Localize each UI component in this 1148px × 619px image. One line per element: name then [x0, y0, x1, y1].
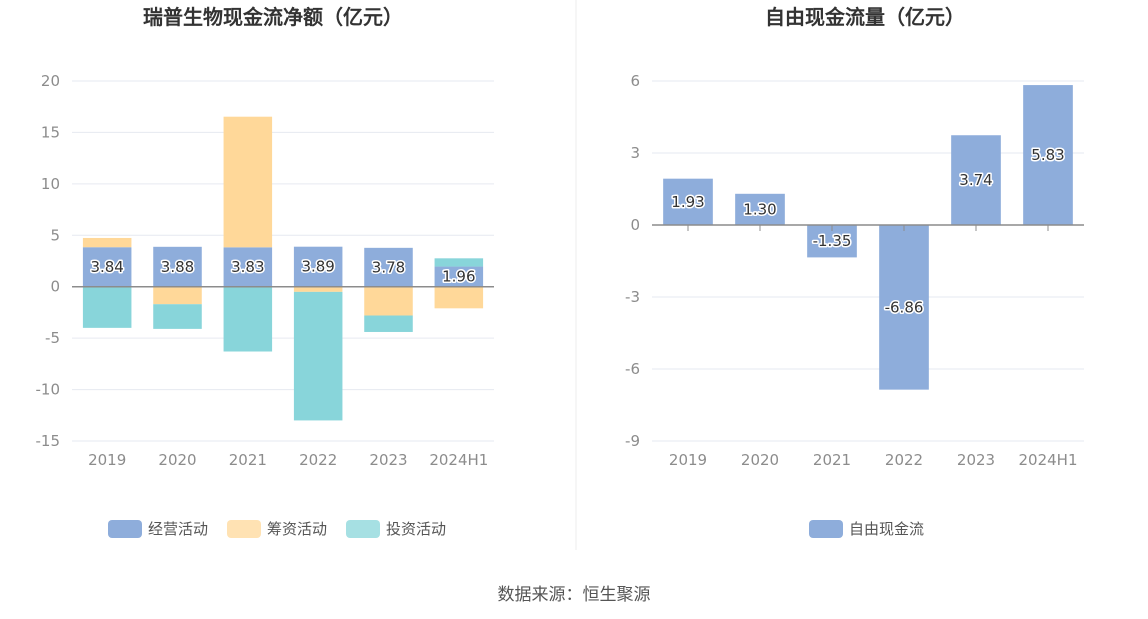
y-tick-label: 6 — [630, 72, 640, 90]
y-tick-label: 3 — [630, 144, 640, 162]
data-label: -1.35 — [813, 232, 852, 250]
y-tick-label: 0 — [50, 278, 60, 296]
bar — [951, 135, 1001, 225]
data-label: 3.74 — [959, 171, 992, 189]
chart-1: 瑞普生物现金流净额（亿元） 20 15 10 5 0 -5 -10 -15 2019 2020 202… — [36, 5, 494, 538]
bar — [293, 286, 343, 292]
data-source: 数据来源：恒生聚源 — [497, 585, 651, 605]
bar — [223, 247, 273, 287]
bar — [434, 286, 484, 309]
legend-swatch — [809, 520, 843, 538]
legend-swatch — [227, 520, 261, 538]
data-label: 1.93 — [671, 193, 704, 211]
data-label: 1.30 — [743, 200, 776, 218]
y-tick-label: -15 — [36, 432, 61, 450]
bar — [223, 286, 273, 352]
x-tick-label: 2023 — [369, 451, 407, 469]
bar — [223, 116, 273, 248]
x-tick-label: 2020 — [158, 451, 196, 469]
legend-label: 筹资活动 — [267, 520, 327, 538]
legend-label: 经营活动 — [148, 520, 208, 538]
bar — [1023, 85, 1073, 225]
data-label: 3.83 — [231, 258, 264, 276]
y-tick-label: -3 — [625, 288, 640, 306]
bar — [434, 258, 484, 267]
legend-swatch — [346, 520, 380, 538]
chart-2: 自由现金流量（亿元） 6 3 0 -3 -6 -9 2019 2020 2021 2022 2023 2… — [625, 5, 1084, 538]
bar — [293, 246, 343, 287]
x-tick-label: 2019 — [669, 451, 707, 469]
legend-swatch — [108, 520, 142, 538]
data-label: 3.89 — [301, 258, 334, 276]
legend-label: 投资活动 — [386, 520, 446, 538]
bar — [364, 247, 413, 287]
x-tick-label: 2019 — [88, 451, 126, 469]
x-tick-label: 2020 — [741, 451, 779, 469]
data-label: 3.88 — [161, 258, 194, 276]
x-tick-label: 2021 — [813, 451, 851, 469]
bar — [364, 315, 413, 332]
data-label: 5.83 — [1031, 146, 1064, 164]
bar — [735, 193, 785, 225]
y-tick-label: 20 — [41, 72, 60, 90]
data-label: 1.96 — [442, 268, 475, 286]
y-tick-label: -9 — [625, 432, 640, 450]
y-tick-label: -10 — [36, 381, 61, 399]
bar — [82, 237, 132, 248]
x-tick-label: 2023 — [957, 451, 995, 469]
bar — [879, 225, 929, 390]
bar — [153, 304, 202, 329]
bar — [293, 291, 343, 421]
data-label: 3.78 — [372, 258, 405, 276]
x-tick-label: 2022 — [299, 451, 337, 469]
bar — [82, 286, 132, 328]
y-tick-label: 0 — [630, 216, 640, 234]
y-tick-label: -5 — [45, 329, 60, 347]
y-tick-label: 10 — [41, 175, 60, 193]
bar — [82, 247, 132, 287]
bar — [153, 246, 202, 287]
x-tick-label: 2024H1 — [429, 451, 488, 469]
bar — [663, 178, 713, 225]
data-label: -6.86 — [885, 298, 924, 316]
x-tick-label: 2022 — [885, 451, 923, 469]
legend-label: 自由现金流 — [849, 520, 924, 538]
x-tick-label: 2024H1 — [1019, 451, 1078, 469]
y-tick-label: -6 — [625, 360, 640, 378]
bar — [434, 266, 484, 287]
x-tick-label: 2021 — [229, 451, 267, 469]
y-tick-label: 15 — [41, 123, 60, 141]
y-tick-label: 5 — [50, 226, 60, 244]
bar — [364, 286, 413, 316]
chart-title: 瑞普生物现金流净额（亿元） — [143, 5, 403, 29]
data-label: 3.84 — [90, 258, 123, 276]
bar — [153, 286, 202, 305]
chart-title: 自由现金流量（亿元） — [765, 5, 965, 29]
